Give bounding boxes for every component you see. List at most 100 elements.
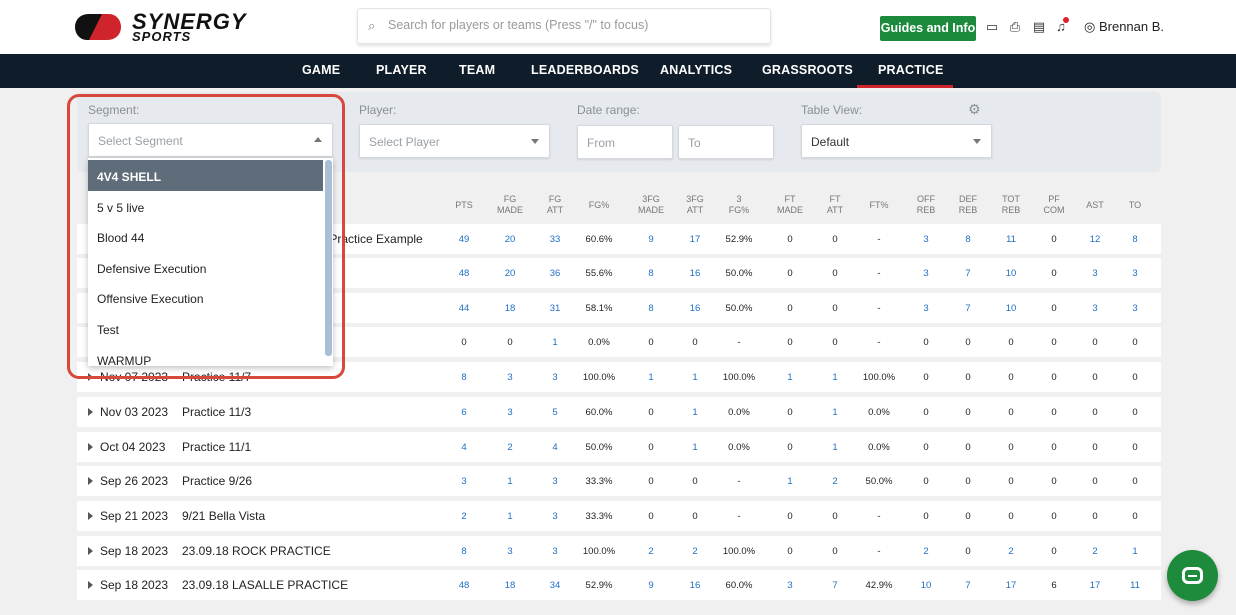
stat-cell[interactable]: 3 bbox=[1132, 303, 1138, 314]
stat-cell[interactable]: 2 bbox=[692, 546, 698, 557]
table-row[interactable]: Nov 03 2023 Practice 11/3 6 3 5 60.0% 0 1 0.0% 0 1… bbox=[77, 397, 1161, 427]
nav-grassroots[interactable]: GRASSROOTS bbox=[762, 63, 853, 77]
stat-cell[interactable]: 2 bbox=[1092, 546, 1098, 557]
nav-team[interactable]: TEAM bbox=[459, 63, 496, 77]
stat-cell[interactable]: 3 bbox=[461, 476, 467, 487]
stat-cell[interactable]: 10 bbox=[1005, 268, 1017, 279]
segment-option[interactable]: 4V4 SHELL bbox=[88, 160, 323, 191]
stat-cell[interactable]: 7 bbox=[965, 303, 971, 314]
segment-option[interactable]: Test bbox=[97, 323, 120, 337]
stat-cell[interactable]: 3 bbox=[507, 407, 513, 418]
stat-cell[interactable]: 3 bbox=[923, 303, 929, 314]
column-header[interactable]: OFF REB bbox=[916, 194, 936, 215]
stat-cell[interactable]: 3 bbox=[552, 546, 558, 557]
stat-cell[interactable]: 8 bbox=[1132, 234, 1138, 245]
table-view-select[interactable]: Default bbox=[801, 124, 992, 158]
stat-cell[interactable]: 36 bbox=[549, 268, 561, 279]
stat-cell[interactable]: 7 bbox=[832, 580, 838, 591]
stat-cell[interactable]: 1 bbox=[692, 407, 698, 418]
column-header[interactable]: FG ATT bbox=[546, 194, 564, 215]
segment-option[interactable]: WARMUP bbox=[97, 353, 152, 366]
column-header[interactable]: TOT REB bbox=[1001, 194, 1021, 215]
column-header[interactable]: 3FG ATT bbox=[686, 194, 704, 215]
stat-cell[interactable]: 1 bbox=[787, 476, 793, 487]
chat-button[interactable] bbox=[1167, 550, 1218, 601]
stat-cell[interactable]: 6 bbox=[461, 407, 467, 418]
row-date[interactable]: Sep 18 2023 bbox=[88, 544, 168, 558]
column-header[interactable]: 3 FG% bbox=[728, 194, 750, 215]
stat-cell[interactable]: 2 bbox=[507, 442, 513, 453]
stat-cell[interactable]: 16 bbox=[689, 268, 701, 279]
stat-cell[interactable]: 3 bbox=[923, 234, 929, 245]
stat-cell[interactable]: 4 bbox=[461, 442, 467, 453]
stat-cell[interactable]: 48 bbox=[458, 268, 470, 279]
stat-cell[interactable]: 2 bbox=[923, 546, 929, 557]
column-header[interactable]: 3FG MADE bbox=[637, 194, 664, 215]
stat-cell[interactable]: 17 bbox=[1005, 580, 1017, 591]
expand-caret-icon[interactable] bbox=[88, 547, 93, 555]
nav-leaderboards[interactable]: LEADERBOARDS bbox=[531, 63, 639, 77]
stat-cell[interactable]: 4 bbox=[552, 442, 558, 453]
stat-cell[interactable]: 7 bbox=[965, 580, 971, 591]
stat-cell[interactable]: 3 bbox=[1092, 268, 1098, 279]
print-icon[interactable]: ⎙ bbox=[1009, 19, 1021, 34]
user-menu[interactable]: ◎ Brennan B. bbox=[1084, 19, 1164, 35]
stat-cell[interactable]: 44 bbox=[458, 303, 470, 314]
column-header[interactable]: TO bbox=[1128, 200, 1142, 210]
stat-cell[interactable]: 8 bbox=[461, 372, 467, 383]
table-row[interactable]: Sep 18 2023 23.09.18 LASALLE PRACTICE 48 18… bbox=[77, 570, 1161, 600]
stat-cell[interactable]: 1 bbox=[787, 372, 793, 383]
date-to-input[interactable]: To bbox=[678, 125, 774, 159]
stat-cell[interactable]: 1 bbox=[507, 511, 513, 522]
nav-analytics[interactable]: ANALYTICS bbox=[660, 63, 733, 77]
column-header[interactable]: FG% bbox=[588, 200, 610, 210]
stat-cell[interactable]: 7 bbox=[965, 268, 971, 279]
segment-select[interactable]: Select Segment bbox=[88, 123, 333, 157]
stat-cell[interactable]: 34 bbox=[549, 580, 561, 591]
column-header[interactable]: FT ATT bbox=[826, 194, 844, 215]
stat-cell[interactable]: 1 bbox=[507, 476, 513, 487]
stat-cell[interactable]: 33 bbox=[549, 234, 561, 245]
segment-option[interactable]: 5 v 5 live bbox=[97, 200, 145, 215]
stat-cell[interactable]: 20 bbox=[504, 268, 516, 279]
stat-cell[interactable]: 1 bbox=[832, 372, 838, 383]
stat-cell[interactable]: 8 bbox=[965, 234, 971, 245]
gear-icon[interactable]: ⚙ bbox=[968, 101, 981, 117]
row-date[interactable]: Sep 26 2023 bbox=[88, 474, 168, 488]
stat-cell[interactable]: 1 bbox=[1132, 546, 1138, 557]
stat-cell[interactable]: 3 bbox=[507, 372, 513, 383]
row-date[interactable]: Oct 04 2023 bbox=[88, 440, 165, 454]
expand-caret-icon[interactable] bbox=[88, 443, 93, 451]
stat-cell[interactable]: 8 bbox=[648, 268, 654, 279]
stat-cell[interactable]: 3 bbox=[787, 580, 793, 591]
stat-cell[interactable]: 5 bbox=[552, 407, 558, 418]
stat-cell[interactable]: 8 bbox=[461, 546, 467, 557]
stat-cell[interactable]: 3 bbox=[552, 511, 558, 522]
table-row[interactable]: Oct 04 2023 Practice 11/1 4 2 4 50.0% 0 1 0.0% 0 1… bbox=[77, 432, 1161, 462]
stat-cell[interactable]: 2 bbox=[648, 546, 654, 557]
player-select[interactable]: Select Player bbox=[359, 124, 550, 158]
video-icon[interactable]: ▭ bbox=[985, 19, 999, 34]
column-header[interactable]: PTS bbox=[455, 200, 473, 210]
stat-cell[interactable]: 9 bbox=[648, 234, 654, 245]
stat-cell[interactable]: 11 bbox=[1130, 580, 1140, 591]
newspaper-icon[interactable]: ▤ bbox=[1032, 19, 1046, 34]
stat-cell[interactable]: 2 bbox=[1008, 546, 1014, 557]
table-row[interactable]: Sep 18 2023 23.09.18 ROCK PRACTICE 8 3 3 100.… bbox=[77, 536, 1161, 566]
stat-cell[interactable]: 1 bbox=[692, 442, 698, 453]
stat-cell[interactable]: 16 bbox=[689, 303, 701, 314]
table-row[interactable]: Sep 21 2023 9/21 Bella Vista 2 1 3 33.3% 0 0 - 0 0… bbox=[77, 501, 1161, 531]
stat-cell[interactable]: 3 bbox=[1132, 268, 1138, 279]
stat-cell[interactable]: 1 bbox=[552, 337, 558, 348]
stat-cell[interactable]: 1 bbox=[832, 407, 838, 418]
stat-cell[interactable]: 1 bbox=[692, 372, 698, 383]
stat-cell[interactable]: 20 bbox=[504, 234, 516, 245]
segment-option[interactable]: Offensive Execution bbox=[97, 292, 204, 307]
nav-practice[interactable]: PRACTICE bbox=[878, 63, 944, 77]
stat-cell[interactable]: 18 bbox=[504, 580, 516, 591]
stat-cell[interactable]: 3 bbox=[507, 546, 513, 557]
expand-caret-icon[interactable] bbox=[88, 477, 93, 485]
stat-cell[interactable]: 1 bbox=[648, 372, 654, 383]
row-date[interactable]: Nov 03 2023 bbox=[88, 405, 168, 419]
stat-cell[interactable]: 11 bbox=[1006, 234, 1016, 245]
